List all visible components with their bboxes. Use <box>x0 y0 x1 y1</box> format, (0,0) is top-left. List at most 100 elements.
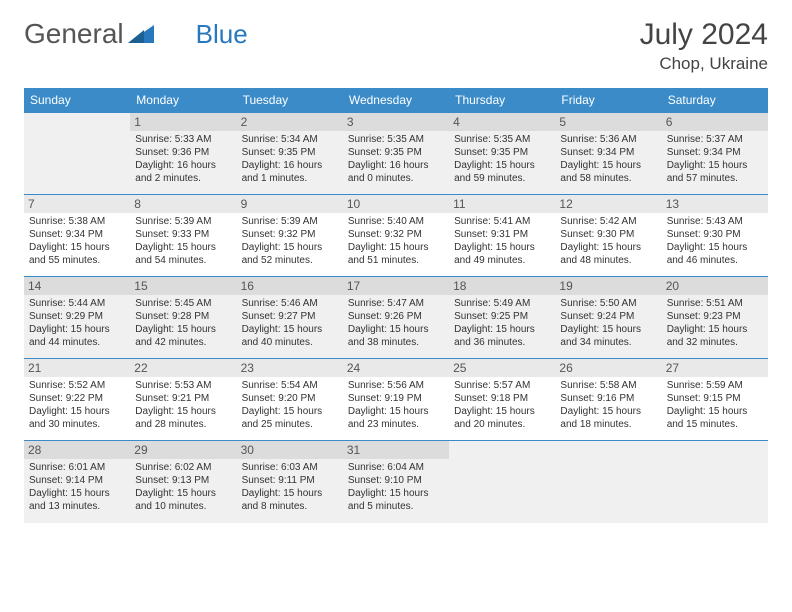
day-number: 14 <box>24 277 130 295</box>
calendar-day <box>449 441 555 523</box>
day-info: Sunrise: 5:37 AMSunset: 9:34 PMDaylight:… <box>667 133 763 185</box>
calendar-day: 23 Sunrise: 5:54 AMSunset: 9:20 PMDayligh… <box>237 359 343 441</box>
day-number: 10 <box>343 195 449 213</box>
day-info: Sunrise: 5:35 AMSunset: 9:35 PMDaylight:… <box>454 133 550 185</box>
day-info: Sunrise: 5:45 AMSunset: 9:28 PMDaylight:… <box>135 297 231 349</box>
day-info: Sunrise: 5:46 AMSunset: 9:27 PMDaylight:… <box>242 297 338 349</box>
calendar-day: 1Sunrise: 5:33 AMSunset: 9:36 PMDaylight… <box>130 113 236 195</box>
calendar-day: 8Sunrise: 5:39 AMSunset: 9:33 PMDaylight… <box>130 195 236 277</box>
calendar-day: 25 Sunrise: 5:57 AMSunset: 9:18 PMDayligh… <box>449 359 555 441</box>
logo: General Blue <box>24 18 248 50</box>
day-header: Saturday <box>662 88 768 113</box>
day-info: Sunrise: 5:56 AMSunset: 9:19 PMDaylight:… <box>348 379 444 431</box>
day-info: Sunrise: 5:51 AMSunset: 9:23 PMDaylight:… <box>667 297 763 349</box>
calendar-day: 26 Sunrise: 5:58 AMSunset: 9:16 PMDayligh… <box>555 359 661 441</box>
calendar-day: 12Sunrise: 5:42 AMSunset: 9:30 PMDayligh… <box>555 195 661 277</box>
day-info: Sunrise: 5:53 AMSunset: 9:21 PMDaylight:… <box>135 379 231 431</box>
day-info: Sunrise: 5:50 AMSunset: 9:24 PMDaylight:… <box>560 297 656 349</box>
title-block: July 2024 Chop, Ukraine <box>640 18 768 74</box>
location: Chop, Ukraine <box>640 54 768 74</box>
calendar-day: 6Sunrise: 5:37 AMSunset: 9:34 PMDaylight… <box>662 113 768 195</box>
day-info: Sunrise: 5:34 AMSunset: 9:35 PMDaylight:… <box>242 133 338 185</box>
calendar-week: 14 Sunrise: 5:44 AMSunset: 9:29 PMDayligh… <box>24 277 768 359</box>
day-number: 29 <box>130 441 236 459</box>
day-number: 27 <box>662 359 768 377</box>
day-number: 16 <box>237 277 343 295</box>
day-number: 17 <box>343 277 449 295</box>
day-info: Sunrise: 5:58 AMSunset: 9:16 PMDaylight:… <box>560 379 656 431</box>
day-number: 20 <box>662 277 768 295</box>
day-info: Sunrise: 6:02 AMSunset: 9:13 PMDaylight:… <box>135 461 231 513</box>
day-number: 7 <box>24 195 130 213</box>
day-header: Tuesday <box>237 88 343 113</box>
day-number: 21 <box>24 359 130 377</box>
calendar-day: 4 Sunrise: 5:35 AMSunset: 9:35 PMDaylight… <box>449 113 555 195</box>
calendar-day: 19Sunrise: 5:50 AMSunset: 9:24 PMDayligh… <box>555 277 661 359</box>
calendar-day: 2 Sunrise: 5:34 AMSunset: 9:35 PMDaylight… <box>237 113 343 195</box>
day-info: Sunrise: 5:54 AMSunset: 9:20 PMDaylight:… <box>242 379 338 431</box>
calendar-day: 15Sunrise: 5:45 AMSunset: 9:28 PMDayligh… <box>130 277 236 359</box>
logo-text-2: Blue <box>196 19 248 50</box>
day-number: 31 <box>343 441 449 459</box>
day-number: 30 <box>237 441 343 459</box>
calendar-day <box>24 113 130 195</box>
calendar-day: 30Sunrise: 6:03 AMSunset: 9:11 PMDayligh… <box>237 441 343 523</box>
day-number: 22 <box>130 359 236 377</box>
day-info: Sunrise: 5:40 AMSunset: 9:32 PMDaylight:… <box>348 215 444 267</box>
calendar-day: 16 Sunrise: 5:46 AMSunset: 9:27 PMDayligh… <box>237 277 343 359</box>
calendar-day: 22 Sunrise: 5:53 AMSunset: 9:21 PMDayligh… <box>130 359 236 441</box>
day-info: Sunrise: 6:01 AMSunset: 9:14 PMDaylight:… <box>29 461 125 513</box>
day-info: Sunrise: 5:39 AMSunset: 9:32 PMDaylight:… <box>242 215 338 267</box>
day-number: 3 <box>343 113 449 131</box>
day-number: 5 <box>555 113 661 131</box>
calendar-day: 10 Sunrise: 5:40 AMSunset: 9:32 PMDayligh… <box>343 195 449 277</box>
calendar-day: 28 Sunrise: 6:01 AMSunset: 9:14 PMDayligh… <box>24 441 130 523</box>
day-number: 23 <box>237 359 343 377</box>
day-number: 13 <box>662 195 768 213</box>
calendar-day: 3Sunrise: 5:35 AMSunset: 9:35 PMDaylight… <box>343 113 449 195</box>
calendar-day: 20 Sunrise: 5:51 AMSunset: 9:23 PMDayligh… <box>662 277 768 359</box>
day-info: Sunrise: 5:33 AMSunset: 9:36 PMDaylight:… <box>135 133 231 185</box>
calendar-day: 7 Sunrise: 5:38 AMSunset: 9:34 PMDaylight… <box>24 195 130 277</box>
day-number: 9 <box>237 195 343 213</box>
calendar-table: Sunday Monday Tuesday Wednesday Thursday… <box>24 88 768 523</box>
day-info: Sunrise: 5:38 AMSunset: 9:34 PMDaylight:… <box>29 215 125 267</box>
calendar-day: 5Sunrise: 5:36 AMSunset: 9:34 PMDaylight… <box>555 113 661 195</box>
calendar-day: 14 Sunrise: 5:44 AMSunset: 9:29 PMDayligh… <box>24 277 130 359</box>
day-number: 25 <box>449 359 555 377</box>
calendar-day: 13 Sunrise: 5:43 AMSunset: 9:30 PMDayligh… <box>662 195 768 277</box>
day-info: Sunrise: 5:49 AMSunset: 9:25 PMDaylight:… <box>454 297 550 349</box>
day-info: Sunrise: 6:04 AMSunset: 9:10 PMDaylight:… <box>348 461 444 513</box>
day-number: 28 <box>24 441 130 459</box>
calendar-week: 1Sunrise: 5:33 AMSunset: 9:36 PMDaylight… <box>24 113 768 195</box>
logo-triangle-icon <box>128 18 154 50</box>
day-header: Monday <box>130 88 236 113</box>
calendar-day: 18 Sunrise: 5:49 AMSunset: 9:25 PMDayligh… <box>449 277 555 359</box>
calendar-day: 29 Sunrise: 6:02 AMSunset: 9:13 PMDayligh… <box>130 441 236 523</box>
calendar-week: 21 Sunrise: 5:52 AMSunset: 9:22 PMDayligh… <box>24 359 768 441</box>
calendar-day: 11Sunrise: 5:41 AMSunset: 9:31 PMDayligh… <box>449 195 555 277</box>
day-number: 26 <box>555 359 661 377</box>
calendar-day <box>662 441 768 523</box>
day-info: Sunrise: 5:57 AMSunset: 9:18 PMDaylight:… <box>454 379 550 431</box>
day-header: Friday <box>555 88 661 113</box>
day-info: Sunrise: 5:52 AMSunset: 9:22 PMDaylight:… <box>29 379 125 431</box>
calendar-day: 17 Sunrise: 5:47 AMSunset: 9:26 PMDayligh… <box>343 277 449 359</box>
day-number: 2 <box>237 113 343 131</box>
day-header: Wednesday <box>343 88 449 113</box>
day-header-row: Sunday Monday Tuesday Wednesday Thursday… <box>24 88 768 113</box>
day-info: Sunrise: 5:59 AMSunset: 9:15 PMDaylight:… <box>667 379 763 431</box>
logo-text-1: General <box>24 18 124 50</box>
day-info: Sunrise: 5:39 AMSunset: 9:33 PMDaylight:… <box>135 215 231 267</box>
day-info: Sunrise: 5:42 AMSunset: 9:30 PMDaylight:… <box>560 215 656 267</box>
calendar-day: 27 Sunrise: 5:59 AMSunset: 9:15 PMDayligh… <box>662 359 768 441</box>
day-number: 24 <box>343 359 449 377</box>
day-info: Sunrise: 5:47 AMSunset: 9:26 PMDaylight:… <box>348 297 444 349</box>
calendar-day: 31 Sunrise: 6:04 AMSunset: 9:10 PMDayligh… <box>343 441 449 523</box>
day-number: 4 <box>449 113 555 131</box>
day-header: Sunday <box>24 88 130 113</box>
day-info: Sunrise: 5:44 AMSunset: 9:29 PMDaylight:… <box>29 297 125 349</box>
day-number: 18 <box>449 277 555 295</box>
month-title: July 2024 <box>640 18 768 52</box>
day-info: Sunrise: 5:43 AMSunset: 9:30 PMDaylight:… <box>667 215 763 267</box>
